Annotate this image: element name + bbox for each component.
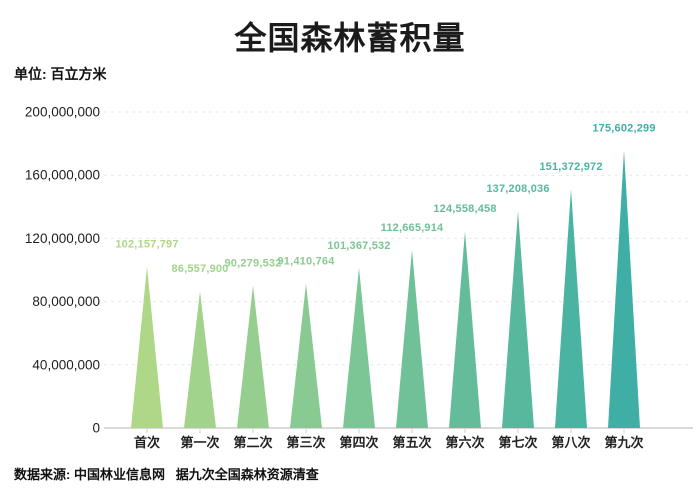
y-axis-tick-label: 160,000,000 <box>25 168 100 183</box>
bar-value-label: 151,372,972 <box>539 161 602 173</box>
x-axis-category-label: 第一次 <box>180 435 219 450</box>
chart-title: 全国森林蓄积量 <box>234 20 466 56</box>
triangle-bar-第六次 <box>449 231 481 428</box>
triangle-bar-第三次 <box>290 283 322 428</box>
x-axis-category-label: 第八次 <box>551 435 590 450</box>
x-axis-category-label: 首次 <box>134 435 160 450</box>
bar-value-label: 124,558,458 <box>433 203 496 215</box>
triangle-bar-第四次 <box>343 267 375 428</box>
bar-value-label: 90,279,532 <box>224 257 281 269</box>
bar-value-label: 137,208,036 <box>486 183 549 195</box>
x-axis-category-label: 第三次 <box>286 435 325 450</box>
x-axis-category-label: 第四次 <box>339 435 378 450</box>
bar-value-label: 175,602,299 <box>592 123 655 135</box>
x-axis-category-label: 第二次 <box>233 435 272 450</box>
y-axis-tick-label: 0 <box>92 421 100 436</box>
x-axis-category-label: 第六次 <box>445 435 484 450</box>
y-axis-tick-label: 200,000,000 <box>25 105 100 120</box>
bar-value-label: 112,665,914 <box>381 222 444 234</box>
bar-value-label: 86,557,900 <box>171 263 228 275</box>
y-axis-tick-label: 120,000,000 <box>25 231 100 246</box>
triangle-bar-第五次 <box>396 249 428 428</box>
y-axis-tick-label: 80,000,000 <box>32 294 100 309</box>
triangle-bar-第七次 <box>502 211 534 428</box>
triangle-bar-第九次 <box>608 150 640 428</box>
bar-value-label: 91,410,764 <box>277 256 335 268</box>
triangle-bar-第二次 <box>237 285 269 428</box>
y-axis-tick-label: 40,000,000 <box>32 357 100 372</box>
x-axis-category-label: 第五次 <box>392 435 431 450</box>
triangle-bar-第一次 <box>184 291 216 428</box>
bar-value-label: 102,157,797 <box>115 239 178 251</box>
unit-label: 单位: 百立方米 <box>14 66 107 82</box>
bar-value-label: 101,367,532 <box>327 240 390 252</box>
x-axis-category-label: 第七次 <box>498 435 537 450</box>
triangle-bar-首次 <box>131 266 163 428</box>
source-note: 数据来源: 中国林业信息网 据九次全国森林资源清查 <box>14 467 319 482</box>
triangle-bar-第八次 <box>555 188 587 428</box>
x-axis-category-label: 第九次 <box>604 435 643 450</box>
